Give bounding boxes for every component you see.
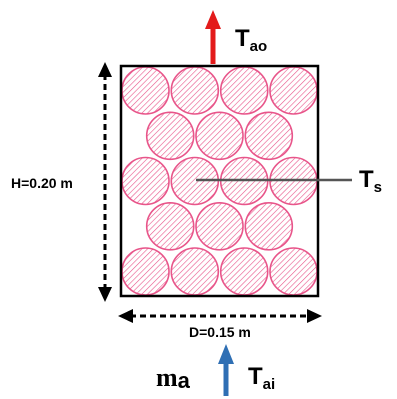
particle-r5-c1 [121,247,170,296]
height-dimension [98,62,112,302]
particle-r1-c2 [170,66,220,115]
height-label: H=0.20 m [11,175,73,191]
particle-r1-c4 [269,66,318,115]
particle-r1-c1 [121,66,170,115]
particle-r4-c3 [244,202,294,251]
particle-r3-c1 [121,156,170,206]
particle-r2-c1 [145,111,195,161]
particle-r5-c2 [170,247,220,296]
particle-r2-c2 [195,111,244,161]
mass-flow-label: ma [156,363,191,393]
solid-temp-label: Ts [359,166,382,196]
diameter-dimension [118,309,322,323]
diameter-label: D=0.15 m [189,324,251,340]
particle-r5-c4 [269,247,318,296]
outlet-arrow [205,10,221,64]
particle-r5-c3 [219,247,269,296]
particle-r2-c3 [244,111,294,161]
inlet-temp-label: Tai [248,363,275,393]
outlet-temp-label: Tao [235,25,267,55]
particle-r4-c2 [195,202,244,251]
inlet-arrow [218,344,234,396]
particle-r1-c3 [219,66,269,115]
particle-r4-c1 [145,202,195,251]
